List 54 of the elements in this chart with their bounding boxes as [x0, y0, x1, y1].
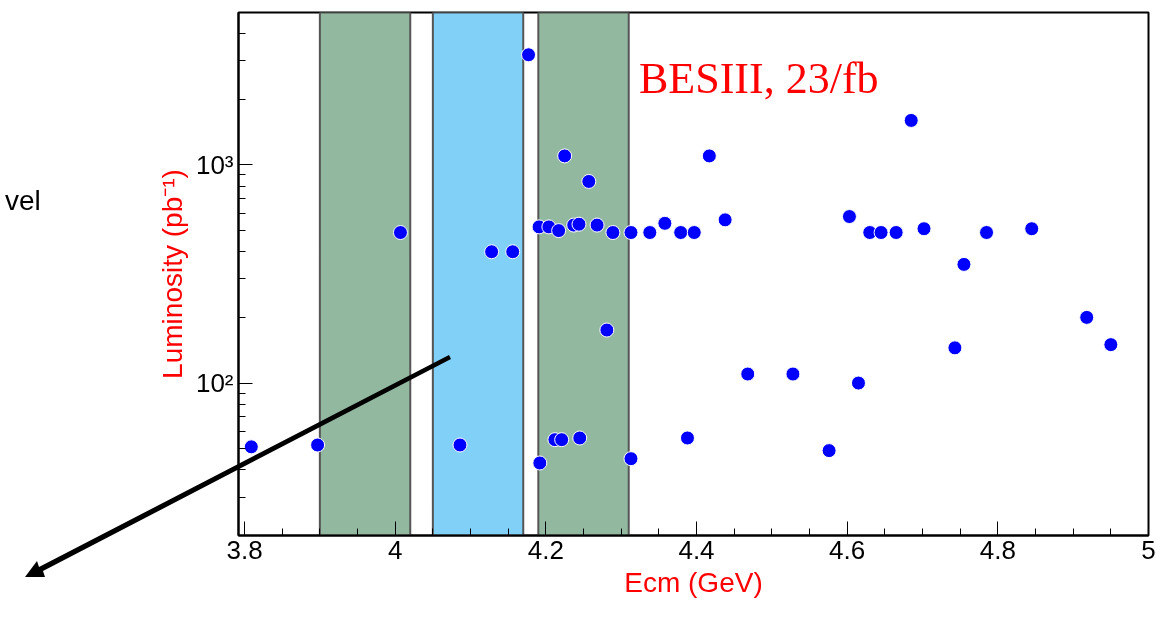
x-axis-title: Ecm (GeV) — [624, 566, 763, 598]
point — [571, 216, 587, 232]
point — [785, 366, 801, 382]
point — [841, 209, 857, 225]
x-tick-label: 4.8 — [979, 534, 1016, 565]
point — [599, 322, 615, 338]
text: vel — [5, 185, 41, 216]
point — [572, 430, 588, 446]
x-tick-label: 4.6 — [829, 534, 866, 565]
point — [243, 439, 259, 455]
point — [903, 112, 919, 128]
annotation: BESIII, 23/fb — [639, 54, 879, 103]
point — [947, 340, 963, 356]
point — [657, 215, 673, 231]
point — [581, 173, 597, 189]
point — [554, 432, 570, 448]
point — [956, 256, 972, 272]
point — [679, 430, 695, 446]
point — [1024, 221, 1040, 237]
point — [979, 225, 995, 240]
point — [1103, 337, 1119, 353]
point — [701, 148, 717, 164]
x-tick-label: 3.8 — [226, 534, 263, 565]
point — [310, 437, 326, 453]
point — [888, 225, 904, 240]
point — [623, 225, 639, 240]
point — [623, 451, 639, 467]
point — [452, 437, 468, 453]
point — [916, 221, 932, 237]
point — [850, 375, 866, 391]
y-tick-label: 10³ — [195, 149, 234, 180]
point — [484, 244, 500, 260]
x-tick-label: 4.4 — [678, 534, 715, 565]
point — [717, 212, 733, 228]
point — [740, 366, 756, 382]
point — [589, 217, 605, 233]
y-tick-label: 10² — [195, 368, 234, 399]
x-tick-label: 5 — [1141, 534, 1156, 565]
point — [392, 225, 408, 240]
y-axis-title: Luminosity (pb⁻¹) — [156, 169, 188, 379]
point — [605, 225, 621, 240]
x-tick-label: 4.2 — [527, 534, 564, 565]
x-tick-label: 4 — [387, 534, 403, 565]
point — [642, 225, 658, 240]
point — [873, 225, 889, 240]
point — [821, 443, 837, 459]
point — [521, 47, 537, 63]
point — [673, 225, 689, 240]
point — [532, 455, 548, 471]
point — [1079, 309, 1095, 325]
point — [551, 223, 567, 239]
point — [686, 225, 702, 240]
point — [505, 244, 521, 260]
point — [557, 148, 573, 164]
